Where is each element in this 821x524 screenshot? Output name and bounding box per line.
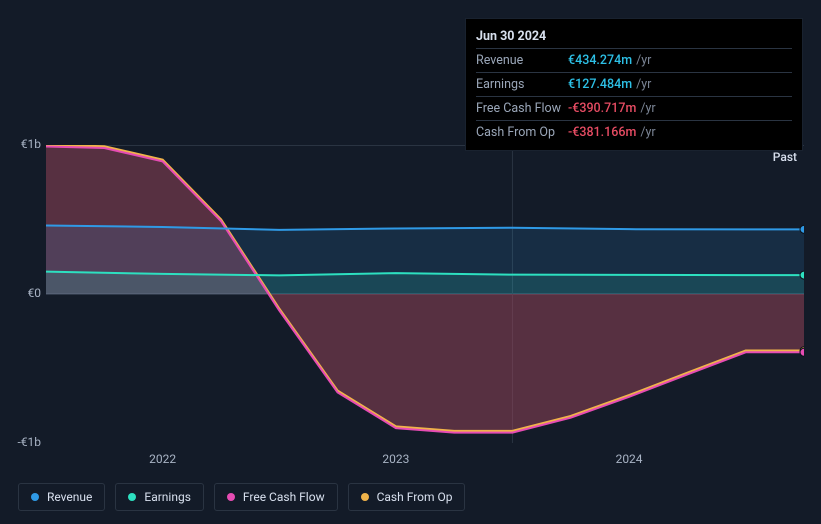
- legend-item-earnings[interactable]: Earnings: [115, 483, 204, 511]
- legend-dot-icon: [227, 493, 235, 501]
- legend-item-free_cash_flow[interactable]: Free Cash Flow: [214, 483, 338, 511]
- tooltip-row: Free Cash Flow-€390.717m/yr: [476, 97, 792, 121]
- x-axis-label: 2024: [616, 452, 643, 466]
- y-axis-label: €1b: [21, 137, 41, 151]
- tooltip: Jun 30 2024 Revenue€434.274m/yrEarnings€…: [465, 18, 803, 151]
- legend-label: Revenue: [47, 490, 92, 504]
- legend-dot-icon: [361, 493, 369, 501]
- legend-dot-icon: [128, 493, 136, 501]
- tooltip-row: Cash From Op-€381.166m/yr: [476, 121, 792, 144]
- tooltip-metric-value: €434.274m: [568, 53, 632, 68]
- x-axis-label: 2022: [149, 452, 176, 466]
- tooltip-date: Jun 30 2024: [476, 25, 792, 49]
- tooltip-metric-unit: /yr: [636, 53, 651, 68]
- y-axis-label: -€1b: [17, 435, 41, 449]
- tooltip-metric-unit: /yr: [640, 125, 655, 140]
- past-label: Past: [773, 150, 797, 164]
- legend-item-revenue[interactable]: Revenue: [18, 483, 105, 511]
- tooltip-metric-name: Free Cash Flow: [476, 101, 568, 116]
- chart-legend: Revenue Earnings Free Cash Flow Cash From O…: [18, 483, 465, 511]
- legend-label: Earnings: [144, 490, 191, 504]
- tooltip-metric-unit: /yr: [636, 77, 651, 92]
- chart-canvas: [46, 145, 804, 443]
- legend-item-cash_from_op[interactable]: Cash From Op: [348, 483, 466, 511]
- tooltip-row: Earnings€127.484m/yr: [476, 73, 792, 97]
- tooltip-metric-value: €127.484m: [568, 77, 632, 92]
- tooltip-metric-unit: /yr: [640, 101, 655, 116]
- x-axis-label: 2023: [382, 452, 409, 466]
- legend-dot-icon: [31, 493, 39, 501]
- chart-container: €1b€0-€1b 202220232024 Past Jun 30 2024 …: [0, 0, 821, 524]
- tooltip-metric-value: -€390.717m: [568, 101, 636, 116]
- tooltip-metric-value: -€381.166m: [568, 125, 636, 140]
- y-axis-label: €0: [28, 286, 42, 300]
- tooltip-metric-name: Revenue: [476, 53, 568, 68]
- tooltip-metric-name: Earnings: [476, 77, 568, 92]
- legend-label: Cash From Op: [377, 490, 453, 504]
- legend-label: Free Cash Flow: [243, 490, 325, 504]
- tooltip-metric-name: Cash From Op: [476, 125, 568, 140]
- tooltip-row: Revenue€434.274m/yr: [476, 49, 792, 73]
